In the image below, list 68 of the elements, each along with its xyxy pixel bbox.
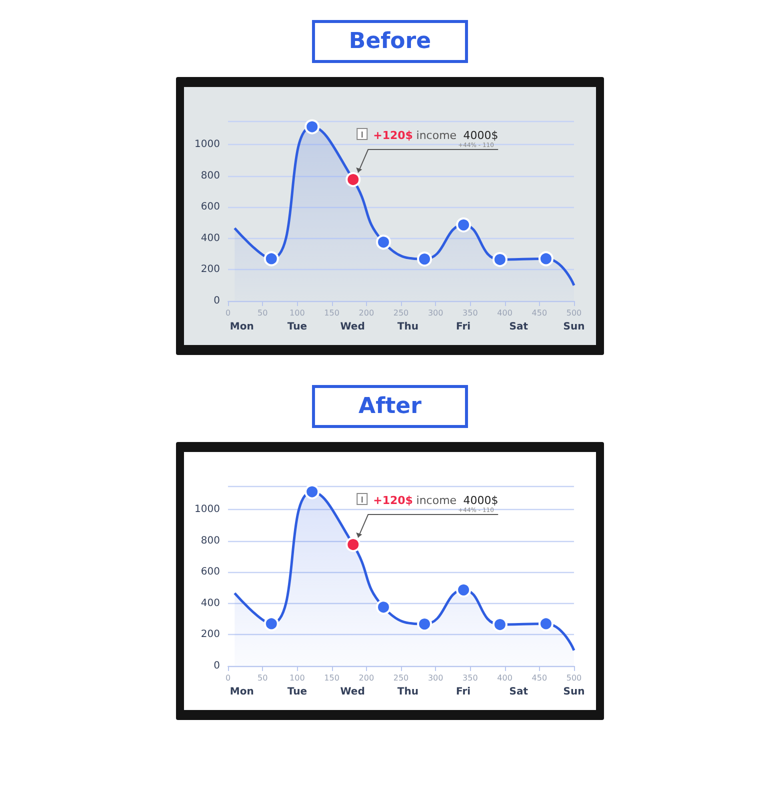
x-tick-label: 250 bbox=[393, 674, 409, 682]
text: Sun bbox=[563, 322, 585, 332]
x-tick-label: 50 bbox=[258, 674, 268, 682]
text: Fri bbox=[456, 322, 471, 332]
point bbox=[538, 251, 554, 266]
x-tick-label: 200 bbox=[358, 308, 374, 318]
x-tick-label: 350 bbox=[462, 308, 478, 318]
point bbox=[264, 616, 279, 632]
text: Thu bbox=[397, 686, 418, 698]
y-tick-label: 600 bbox=[200, 202, 220, 213]
x-tick-label: 450 bbox=[532, 308, 548, 318]
x-tick-label: 500 bbox=[566, 308, 582, 318]
point bbox=[538, 616, 554, 632]
x-tick-label: 0 bbox=[225, 674, 231, 682]
text: Sat bbox=[509, 322, 528, 332]
text: Tue bbox=[287, 322, 308, 332]
text: Sat bbox=[509, 686, 528, 698]
x-tick-label: 300 bbox=[428, 674, 444, 682]
x-tick-label: 100 bbox=[290, 308, 305, 318]
annotation: +120$ income 4000$ bbox=[373, 494, 498, 508]
y-tick-label: 800 bbox=[200, 535, 220, 546]
y-tick-label: 400 bbox=[200, 598, 220, 609]
point bbox=[376, 600, 391, 615]
point bbox=[304, 484, 320, 500]
point bbox=[492, 617, 508, 632]
annotation: +120$ income 4000$ bbox=[373, 129, 498, 142]
text: Wed bbox=[340, 686, 365, 698]
chart-title: Before bbox=[312, 20, 468, 63]
text: Sun bbox=[563, 686, 585, 698]
y-tick-label: 0 bbox=[214, 660, 220, 672]
text: Fri bbox=[456, 686, 471, 698]
point bbox=[304, 119, 320, 134]
point bbox=[346, 537, 361, 552]
x-tick-label: 200 bbox=[358, 674, 374, 682]
x-tick-label: 0 bbox=[225, 308, 231, 318]
x-tick-label: 150 bbox=[324, 674, 340, 682]
text: Mon bbox=[230, 686, 254, 698]
y-tick-label: 200 bbox=[200, 629, 220, 640]
x-tick-label: 400 bbox=[497, 308, 512, 318]
y-tick-label: 800 bbox=[200, 170, 220, 182]
y-tick-label: 1000 bbox=[194, 504, 220, 515]
x-tick-label: 300 bbox=[428, 308, 444, 318]
x-tick-label: 50 bbox=[258, 308, 268, 318]
text: Wed bbox=[340, 322, 365, 332]
point bbox=[456, 582, 472, 598]
point bbox=[376, 234, 391, 250]
point bbox=[346, 172, 361, 188]
point bbox=[492, 252, 508, 268]
x-tick-label: 400 bbox=[497, 674, 512, 682]
x-tick-label: 250 bbox=[393, 308, 409, 318]
y-tick-label: 200 bbox=[200, 264, 220, 276]
x-tick-label: 150 bbox=[324, 308, 340, 318]
y-tick-label: 1000 bbox=[194, 138, 220, 150]
text: Tue bbox=[287, 686, 308, 698]
y-tick-label: 0 bbox=[214, 296, 220, 306]
chart-title: After bbox=[312, 385, 468, 428]
point bbox=[417, 252, 432, 267]
y-tick-label: 400 bbox=[200, 232, 220, 244]
x-tick-label: 350 bbox=[462, 674, 478, 682]
y-tick-label: 600 bbox=[200, 566, 220, 578]
x-tick-label: 450 bbox=[532, 674, 548, 682]
point bbox=[417, 616, 432, 632]
text: Thu bbox=[397, 322, 418, 332]
x-tick-label: 100 bbox=[290, 674, 305, 682]
point bbox=[456, 217, 472, 232]
x-tick-label: 500 bbox=[566, 674, 582, 682]
text: Mon bbox=[230, 322, 254, 332]
point bbox=[264, 251, 279, 266]
